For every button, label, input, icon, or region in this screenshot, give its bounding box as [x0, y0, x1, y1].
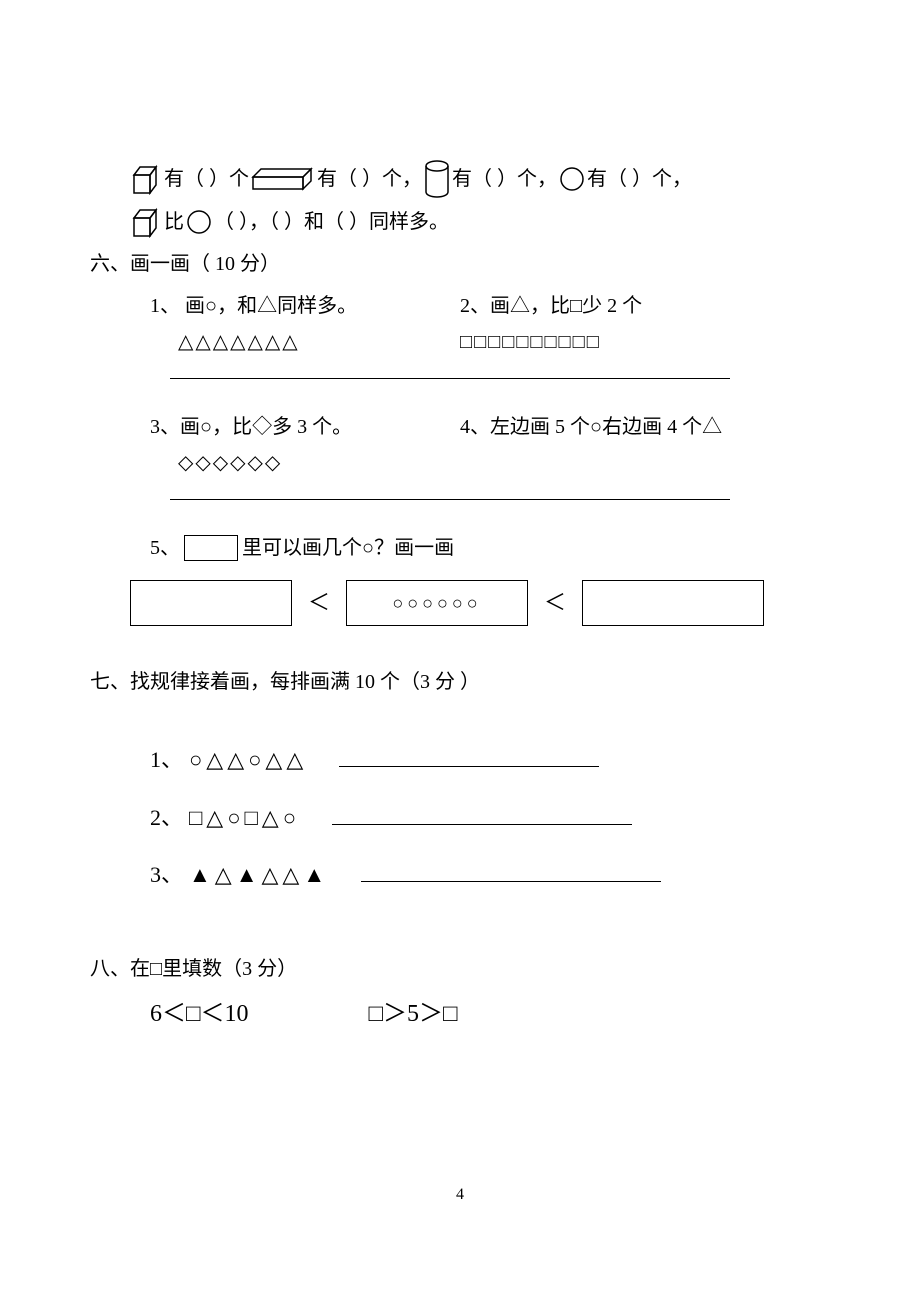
circle-count-text: 有（ ）个， — [587, 161, 692, 197]
cylinder-icon — [424, 160, 450, 198]
section-6-q1-q2: 1、 画○，和△同样多。 △△△△△△△ 2、画△，比□少 2 个 □□□□□□… — [90, 288, 830, 360]
q1-label: 1、 画○，和△同样多。 — [150, 288, 410, 324]
section-6-heading: 六、画一画（ 10 分） — [90, 246, 830, 282]
comp-box-2-content: ○○○○○○ — [392, 587, 481, 619]
lt-symbol-2: ＜ — [544, 583, 566, 623]
circle-icon — [559, 166, 585, 192]
section-7-heading: 七、找规律接着画，每排画满 10 个（3 分 ） — [90, 664, 830, 700]
comp-box-3 — [582, 580, 764, 626]
pattern-num: 3、 — [150, 855, 183, 895]
q5-comparison: ＜ ○○○○○○ ＜ — [90, 580, 830, 626]
cylinder-count-text: 有（ ）个， — [452, 161, 557, 197]
cube-icon — [130, 163, 162, 195]
cube-icon — [130, 206, 162, 238]
pattern-shapes: ▲△▲△△▲ — [189, 855, 329, 895]
section-7-body: 1、 ○△△○△△ 2、 □△○□△○ 3、 ▲△▲△△▲ — [90, 740, 830, 895]
pattern-row-2: 2、 □△○□△○ — [150, 798, 830, 838]
answer-line-2 — [170, 499, 730, 500]
q5-suffix: 里可以画几个○？画一画 — [242, 530, 454, 566]
q5-prefix: 5、 — [150, 530, 180, 566]
section-8-heading: 八、在□里填数（3 分） — [90, 951, 830, 987]
pattern-row-3: 3、 ▲△▲△△▲ — [150, 855, 830, 895]
cube-count-text: 有（ ）个 — [164, 161, 249, 197]
section-6-q5: 5、 里可以画几个○？画一画 — [90, 530, 830, 566]
fill-right: □＞5＞□ — [369, 993, 458, 1036]
compare-tail-text: （ ），（ ）和（ ）同样多。 — [214, 204, 449, 240]
pattern-row-1: 1、 ○△△○△△ — [150, 740, 830, 780]
counting-line-2: 比 （ ），（ ）和（ ）同样多。 — [90, 204, 830, 240]
comp-box-1 — [130, 580, 292, 626]
pattern-blank — [339, 744, 599, 767]
pattern-blank — [361, 859, 661, 882]
q1-shapes: △△△△△△△ — [150, 324, 410, 360]
pattern-shapes: ○△△○△△ — [189, 740, 307, 780]
worksheet-page: 有（ ）个 有（ ）个， 有（ ）个， 有（ ）个， 比 — [0, 0, 920, 1300]
compare-mid-text: 比 — [164, 204, 184, 240]
lt-symbol-1: ＜ — [308, 583, 330, 623]
pattern-blank — [332, 802, 632, 825]
comp-box-2: ○○○○○○ — [346, 580, 528, 626]
counting-line-1: 有（ ）个 有（ ）个， 有（ ）个， 有（ ）个， — [90, 160, 830, 198]
cuboid-icon — [251, 167, 315, 191]
q3-label: 3、画○，比◇多 3 个。 — [150, 409, 410, 445]
section-8-body: 6＜□＜10 □＞5＞□ — [90, 993, 830, 1036]
q4-label: 4、左边画 5 个○右边画 4 个△ — [460, 409, 722, 445]
q2-label: 2、画△，比□少 2 个 — [460, 288, 642, 324]
q3-shapes: ◇◇◇◇◇◇ — [150, 445, 410, 481]
pattern-num: 2、 — [150, 798, 183, 838]
page-number: 4 — [0, 1181, 920, 1210]
q2-shapes: □□□□□□□□□□ — [460, 324, 642, 360]
section-6-q3-q4: 3、画○，比◇多 3 个。 ◇◇◇◇◇◇ 4、左边画 5 个○右边画 4 个△ — [90, 409, 830, 481]
cuboid-count-text: 有（ ）个， — [317, 161, 422, 197]
fill-left: 6＜□＜10 — [150, 993, 249, 1036]
pattern-shapes: □△○□△○ — [189, 798, 300, 838]
answer-line-1 — [170, 378, 730, 379]
circle-icon — [186, 209, 212, 235]
q5-box-icon — [184, 535, 238, 561]
pattern-num: 1、 — [150, 740, 183, 780]
